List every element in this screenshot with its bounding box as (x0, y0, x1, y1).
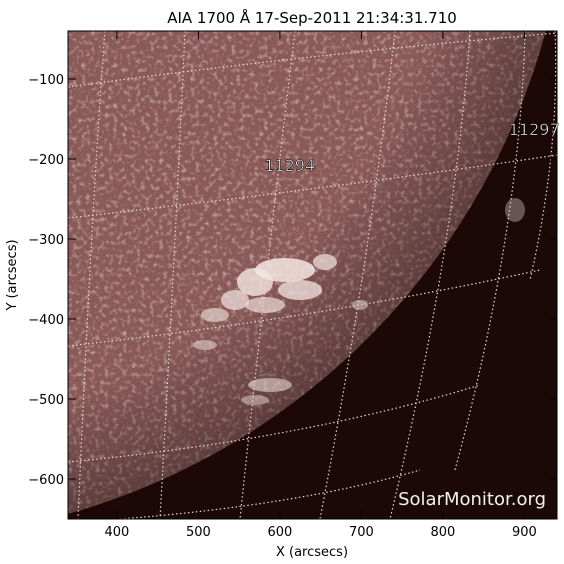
active-region-plage (193, 198, 525, 405)
x-tick-label: 600 (267, 525, 292, 540)
x-axis-label: X (arcsecs) (276, 545, 348, 560)
region-label: 11294 (264, 156, 315, 175)
y-tick-label: −500 (28, 393, 64, 408)
heliographic-grid (68, 31, 557, 519)
watermark: SolarMonitor.org (398, 489, 546, 510)
x-tick-label: 400 (104, 525, 129, 540)
region-labels: 11294 11297 (264, 120, 560, 176)
plot-frame (67, 30, 558, 520)
x-axis-ticks: 400 500 600 700 800 900 (104, 31, 537, 540)
x-tick-label: 700 (349, 525, 374, 540)
x-tick-label: 500 (186, 525, 211, 540)
y-tick-label: −200 (28, 153, 64, 168)
x-tick-label: 900 (512, 525, 537, 540)
aia-image (68, 31, 557, 519)
y-tick-label: −600 (28, 473, 64, 488)
y-tick-label: −100 (28, 73, 64, 88)
y-tick-label: −300 (28, 233, 64, 248)
y-axis-label: Y (arcsecs) (5, 239, 20, 311)
y-tick-label: −400 (28, 313, 64, 328)
x-tick-label: 800 (430, 525, 455, 540)
y-axis-ticks: −100 −200 −300 −400 −500 −600 (28, 73, 557, 488)
plot-title: AIA 1700 Å 17-Sep-2011 21:34:31.710 (167, 8, 457, 27)
region-label: 11297 (509, 120, 560, 139)
